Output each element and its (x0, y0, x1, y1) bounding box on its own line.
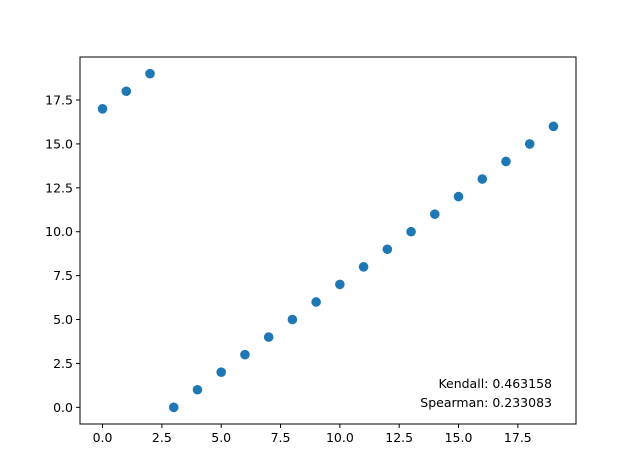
x-tick-label: 17.5 (504, 430, 532, 445)
x-tick-label: 2.5 (152, 430, 172, 445)
data-point (192, 384, 203, 395)
data-point (524, 139, 535, 149)
x-tick-label: 10.0 (326, 430, 354, 445)
data-point (287, 314, 298, 325)
x-axis-ticks: 0.0 2.5 5.0 7.5 10.0 12.5 15.0 17.5 (93, 424, 532, 445)
x-tick-label: 7.5 (271, 430, 291, 445)
spearman-annotation: Spearman: 0.233083 (420, 395, 552, 410)
data-point (406, 226, 416, 237)
y-tick-label: 15.0 (45, 136, 73, 151)
data-point (121, 86, 132, 97)
y-tick-label: 0.0 (53, 400, 73, 415)
axes-frame (79, 56, 577, 425)
y-tick-label: 7.5 (53, 268, 73, 283)
data-point (453, 191, 464, 202)
data-point (311, 297, 321, 307)
data-point (548, 121, 559, 132)
y-tick-label: 2.5 (53, 356, 73, 371)
y-tick-label: 12.5 (45, 180, 73, 195)
data-point (382, 244, 393, 255)
data-point (501, 156, 511, 167)
data-point (97, 104, 108, 114)
data-point (263, 332, 274, 342)
y-tick-label: 10.0 (45, 224, 73, 239)
x-tick-label: 12.5 (385, 430, 413, 445)
kendall-annotation: Kendall: 0.463158 (438, 376, 552, 391)
y-tick-label: 5.0 (53, 312, 73, 327)
data-point (429, 209, 440, 219)
x-tick-label: 15.0 (445, 430, 473, 445)
data-point (335, 279, 345, 290)
data-point (216, 367, 227, 377)
data-point (145, 68, 155, 79)
y-tick-label: 17.5 (45, 93, 73, 108)
data-point (477, 174, 488, 184)
data-point (240, 349, 250, 360)
data-point (168, 402, 179, 413)
y-axis-ticks: 0.0 2.5 5.0 7.5 10.0 12.5 15.0 17.5 (45, 93, 80, 415)
x-tick-label: 0.0 (93, 430, 113, 445)
x-tick-label: 5.0 (211, 430, 231, 445)
data-points (97, 68, 559, 413)
data-point (358, 262, 369, 272)
plot-area (80, 57, 576, 424)
